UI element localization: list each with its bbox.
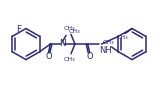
Text: CH₃: CH₃ [116,35,128,40]
Text: O: O [46,52,52,61]
Text: F: F [16,25,21,33]
Text: NH: NH [100,46,112,55]
Text: N: N [59,39,66,48]
Text: CH₃: CH₃ [63,57,75,62]
Text: CH₃: CH₃ [63,26,75,31]
Text: O: O [86,52,93,61]
Text: CH₃: CH₃ [69,29,81,34]
Text: CH₃: CH₃ [103,40,114,45]
